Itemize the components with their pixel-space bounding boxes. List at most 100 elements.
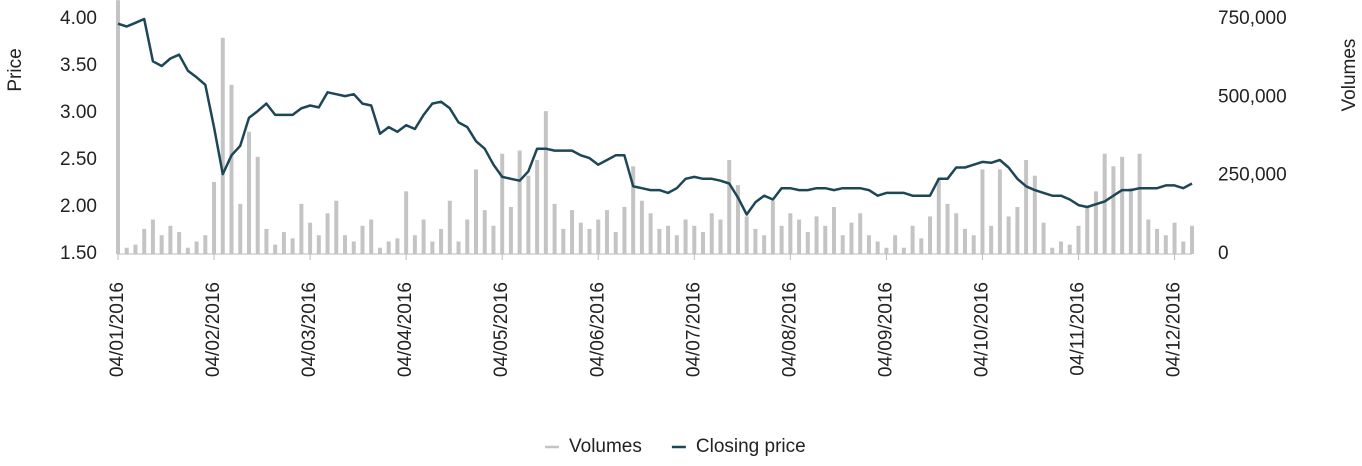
volume-bar — [613, 232, 618, 254]
volume-bar — [159, 235, 164, 254]
price-line — [117, 17, 1193, 216]
volume-bar — [508, 207, 513, 254]
volume-bar — [989, 225, 994, 254]
volume-bar — [1111, 166, 1116, 254]
volume-bar — [561, 228, 566, 254]
y2-tick-label: 0 — [1218, 243, 1229, 264]
volume-bar — [316, 235, 321, 254]
volume-bar — [491, 225, 496, 254]
volume-bar — [971, 235, 976, 254]
volume-bar — [133, 244, 138, 254]
volume-bar — [962, 228, 967, 254]
volume-bar — [203, 235, 208, 254]
volume-bar — [386, 241, 391, 254]
volume-bar — [1076, 225, 1081, 254]
volume-bar — [1172, 222, 1177, 254]
volume-bar — [692, 225, 697, 254]
volume-bar — [666, 225, 671, 254]
volume-bar — [552, 203, 557, 254]
volume-bar — [1190, 225, 1194, 254]
volume-bar — [805, 232, 810, 254]
x-tick-label: 04/01/2016 — [107, 282, 128, 377]
volume-bar — [901, 247, 906, 254]
y-tick-label: 4.00 — [60, 8, 97, 29]
volume-bar — [954, 213, 959, 254]
volume-bar — [1067, 244, 1072, 254]
volume-bar — [1146, 219, 1151, 254]
volume-bar — [832, 207, 836, 254]
x-tick-label: 04/04/2016 — [395, 282, 416, 377]
y2-tick-label: 750,000 — [1218, 8, 1287, 29]
volume-bar — [1015, 207, 1020, 254]
volume-bar — [281, 232, 286, 254]
volume-bar — [657, 228, 662, 254]
volume-bar — [1024, 160, 1029, 254]
x-tick-label: 04/05/2016 — [491, 282, 512, 377]
volume-bar — [255, 156, 260, 254]
volume-bar — [570, 210, 575, 254]
volume-bar — [884, 247, 889, 254]
y-tick-label: 1.50 — [60, 243, 97, 264]
volume-bar — [447, 200, 452, 254]
x-tick-label: 04/11/2016 — [1068, 282, 1089, 376]
volume-bar — [639, 200, 644, 254]
x-tick-label: 04/07/2016 — [683, 282, 704, 377]
volume-bar — [474, 169, 478, 254]
volume-bar — [194, 241, 199, 254]
legend-label: Closing price — [696, 436, 806, 457]
x-tick-label: 04/06/2016 — [587, 282, 608, 377]
volume-bar — [578, 222, 583, 254]
volume-bar — [980, 169, 985, 254]
volume-bar — [797, 219, 802, 254]
volume-bar — [290, 238, 295, 254]
volume-bar — [369, 219, 374, 254]
x-tick-label: 04/08/2016 — [779, 282, 800, 377]
volume-bar — [150, 219, 155, 254]
volume-bar — [535, 160, 540, 254]
volume-bar — [840, 235, 845, 254]
volume-bar — [858, 213, 863, 254]
volume-bar — [936, 178, 941, 254]
y2-tick-label: 250,000 — [1218, 165, 1287, 186]
volume-bar — [1163, 235, 1168, 254]
volume-bar — [701, 232, 706, 254]
volume-bar — [116, 0, 120, 255]
volume-bar — [142, 228, 147, 254]
volume-bar — [238, 203, 243, 254]
volume-bar — [343, 235, 348, 254]
legend-label: Volumes — [569, 436, 642, 457]
x-tick-label: 04/02/2016 — [203, 282, 224, 377]
volume-bar — [264, 228, 269, 254]
volume-bar — [893, 235, 898, 254]
volume-bar — [377, 247, 382, 254]
y-axis-label: Price — [5, 48, 26, 91]
volume-bar — [648, 213, 653, 254]
volume-bar — [412, 235, 417, 254]
volume-bar — [168, 225, 173, 254]
volume-bar — [683, 219, 688, 254]
volume-bar — [273, 244, 278, 254]
volume-bar — [928, 216, 933, 254]
volume-bar — [814, 216, 819, 254]
volume-bar — [910, 225, 915, 254]
y-tick-label: 2.00 — [60, 196, 97, 217]
y2-axis-label: Volumes — [1339, 39, 1360, 112]
volume-bar — [709, 213, 714, 254]
volume-bar — [1181, 241, 1186, 254]
volume-bar — [229, 84, 234, 254]
volume-bar — [308, 222, 313, 254]
volume-bar — [1050, 247, 1055, 254]
volume-bar — [1093, 191, 1098, 254]
volume-bar — [404, 191, 409, 254]
volume-bar — [727, 160, 732, 254]
x-tick-label: 04/12/2016 — [1164, 282, 1185, 377]
volume-bar — [1006, 216, 1011, 254]
volume-bar — [1041, 222, 1046, 254]
volume-bar — [430, 241, 435, 254]
volume-bar — [124, 247, 129, 254]
volume-bar — [735, 185, 740, 254]
volume-bar — [674, 235, 679, 254]
volume-bar — [1120, 156, 1125, 254]
volume-bar — [543, 111, 548, 255]
